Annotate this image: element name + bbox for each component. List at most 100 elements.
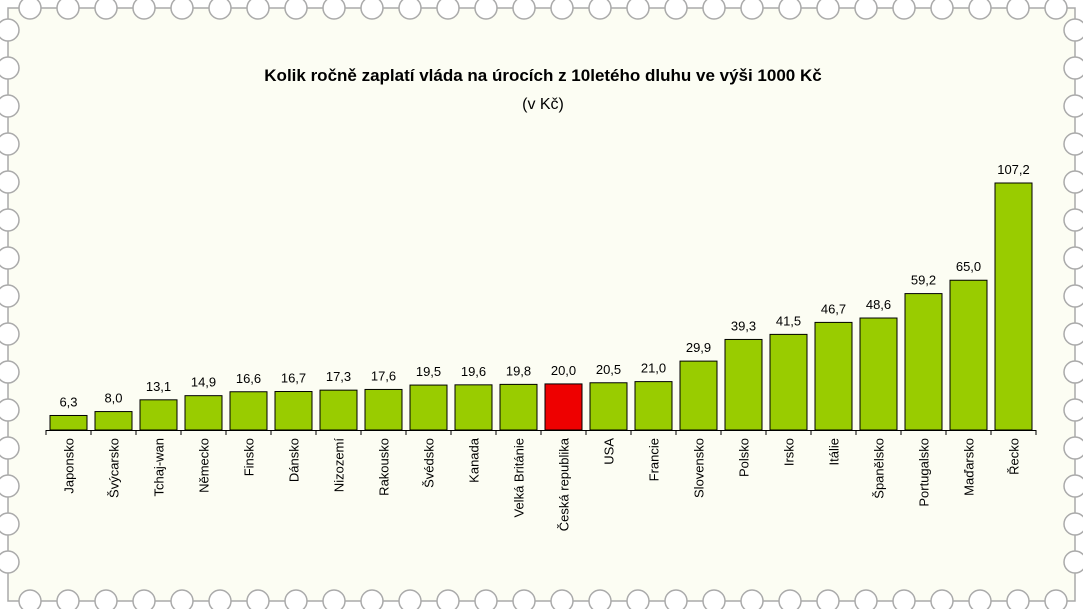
stamp-perforation bbox=[1044, 589, 1068, 609]
stamp-perforation bbox=[0, 398, 20, 422]
bar bbox=[904, 293, 943, 431]
bars-group bbox=[49, 182, 1033, 431]
value-label: 19,5 bbox=[416, 364, 441, 379]
stamp-perforation bbox=[1006, 0, 1030, 20]
stamp-perforation bbox=[56, 589, 80, 609]
stamp-perforation bbox=[854, 0, 878, 20]
value-label: 19,8 bbox=[506, 363, 531, 378]
stamp-perforation bbox=[892, 0, 916, 20]
category-label: Polsko bbox=[737, 438, 752, 477]
stamp-perforation bbox=[816, 0, 840, 20]
stamp-perforation bbox=[436, 0, 460, 20]
value-label: 14,9 bbox=[191, 375, 216, 390]
stamp-perforation bbox=[702, 0, 726, 20]
value-label: 21,0 bbox=[641, 361, 666, 376]
value-label: 59,2 bbox=[911, 273, 936, 288]
stamp-perforation bbox=[1063, 512, 1083, 536]
stamp-perforation bbox=[0, 436, 20, 460]
value-label: 107,2 bbox=[997, 162, 1030, 177]
stamp-perforation bbox=[968, 589, 992, 609]
bar bbox=[859, 317, 898, 431]
stamp-perforation bbox=[778, 0, 802, 20]
stamp-perforation bbox=[1063, 284, 1083, 308]
category-label: Nizozemí bbox=[332, 438, 347, 493]
x-labels-group: Japonsko Švýcarsko Tchaj-wan Německo Finsko D… bbox=[62, 437, 1022, 531]
stamp-perforation bbox=[702, 589, 726, 609]
category-label: Německo bbox=[197, 438, 212, 493]
stamp-perforation bbox=[0, 18, 20, 42]
stamp-perforation bbox=[0, 360, 20, 384]
stamp-perforation bbox=[56, 0, 80, 20]
category-label: Japonsko bbox=[62, 438, 77, 494]
stamp-background bbox=[7, 7, 1076, 602]
stamp-perforation bbox=[208, 589, 232, 609]
stamp-perforation bbox=[930, 589, 954, 609]
stamp-perforation bbox=[0, 56, 20, 80]
stamp-perforation bbox=[1063, 436, 1083, 460]
value-label: 20,5 bbox=[596, 362, 621, 377]
stamp-perforation bbox=[94, 589, 118, 609]
category-label: Francie bbox=[647, 438, 662, 481]
bar bbox=[679, 360, 718, 431]
value-label: 16,6 bbox=[236, 371, 261, 386]
stamp-perforation bbox=[1044, 0, 1068, 20]
bar bbox=[769, 333, 808, 431]
value-label: 39,3 bbox=[731, 318, 756, 333]
stamp-perforation bbox=[626, 0, 650, 20]
value-label: 41,5 bbox=[776, 313, 801, 328]
bar bbox=[724, 338, 763, 431]
x-ticks-group bbox=[45, 430, 1037, 435]
category-label: Portugalsko bbox=[917, 438, 932, 507]
bar bbox=[409, 384, 448, 431]
bar bbox=[949, 279, 988, 431]
bar bbox=[634, 381, 673, 431]
stamp-perforation bbox=[1063, 170, 1083, 194]
stamp-perforation bbox=[18, 0, 42, 20]
stamp-perforation bbox=[664, 0, 688, 20]
stamp-perforation bbox=[398, 589, 422, 609]
category-label: Irsko bbox=[782, 438, 797, 466]
value-label: 6,3 bbox=[59, 394, 77, 409]
stamp-perforation bbox=[0, 474, 20, 498]
category-label: Slovensko bbox=[692, 438, 707, 498]
category-label: Tchaj-wan bbox=[152, 438, 167, 497]
bar bbox=[184, 395, 223, 431]
stamp-perforation bbox=[322, 589, 346, 609]
category-label: Velká Británie bbox=[512, 438, 527, 518]
value-label: 20,0 bbox=[551, 363, 576, 378]
stamp-perforation bbox=[436, 589, 460, 609]
stamp-perforation bbox=[1063, 398, 1083, 422]
value-label: 8,0 bbox=[104, 391, 122, 406]
bar bbox=[814, 321, 853, 431]
stamp-perforation bbox=[284, 589, 308, 609]
stamp-perforation bbox=[816, 589, 840, 609]
bar bbox=[49, 414, 88, 431]
category-label: Kanada bbox=[467, 437, 482, 483]
stamp-perforation bbox=[474, 0, 498, 20]
value-label: 29,9 bbox=[686, 340, 711, 355]
stamp-perforation bbox=[170, 0, 194, 20]
stamp-perforation bbox=[360, 589, 384, 609]
value-label: 46,7 bbox=[821, 301, 846, 316]
bar bbox=[499, 383, 538, 431]
stamp-perforation bbox=[1063, 246, 1083, 270]
stamp-perforation bbox=[968, 0, 992, 20]
stamp-perforation bbox=[94, 0, 118, 20]
stamp-perforation bbox=[1063, 550, 1083, 574]
value-label: 65,0 bbox=[956, 259, 981, 274]
stamp-perforation bbox=[0, 550, 20, 574]
stamp-perforation bbox=[360, 0, 384, 20]
category-label: Maďarsko bbox=[962, 438, 977, 496]
stamp-perforation bbox=[0, 246, 20, 270]
chart-title: Kolik ročně zaplatí vláda na úrocích z 1… bbox=[264, 66, 821, 85]
chart-subtitle: (v Kč) bbox=[522, 96, 564, 113]
stamp-perforation bbox=[246, 0, 270, 20]
category-label: USA bbox=[602, 438, 617, 465]
stamp-perforation bbox=[1006, 589, 1030, 609]
bar bbox=[994, 182, 1033, 431]
stamp-perforation bbox=[0, 170, 20, 194]
stamp-perforation bbox=[1063, 360, 1083, 384]
category-label: Finsko bbox=[242, 438, 257, 476]
